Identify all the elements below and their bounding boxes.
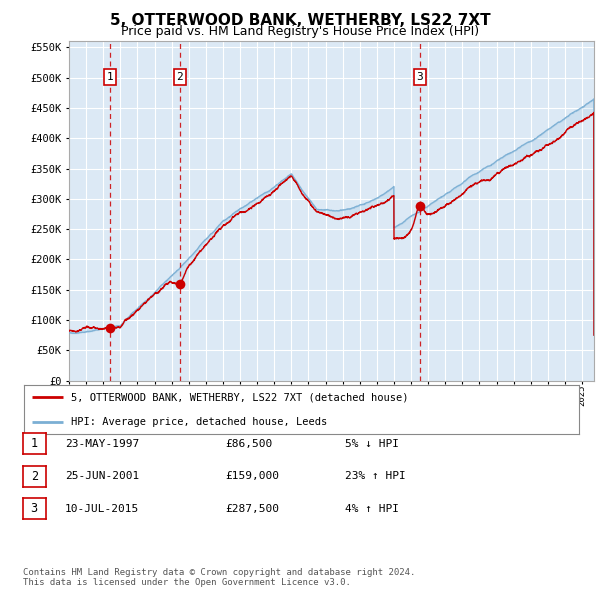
Text: 2: 2	[31, 470, 38, 483]
Text: 23-MAY-1997: 23-MAY-1997	[65, 439, 139, 448]
Text: 5, OTTERWOOD BANK, WETHERBY, LS22 7XT (detached house): 5, OTTERWOOD BANK, WETHERBY, LS22 7XT (d…	[71, 392, 409, 402]
Text: 1: 1	[31, 437, 38, 450]
Text: 25-JUN-2001: 25-JUN-2001	[65, 471, 139, 481]
Text: HPI: Average price, detached house, Leeds: HPI: Average price, detached house, Leed…	[71, 417, 328, 427]
Text: 5% ↓ HPI: 5% ↓ HPI	[345, 439, 399, 448]
Text: 23% ↑ HPI: 23% ↑ HPI	[345, 471, 406, 481]
Text: Price paid vs. HM Land Registry's House Price Index (HPI): Price paid vs. HM Land Registry's House …	[121, 25, 479, 38]
Text: 3: 3	[31, 502, 38, 515]
Text: 10-JUL-2015: 10-JUL-2015	[65, 504, 139, 513]
Text: 5, OTTERWOOD BANK, WETHERBY, LS22 7XT: 5, OTTERWOOD BANK, WETHERBY, LS22 7XT	[110, 13, 490, 28]
Text: 4% ↑ HPI: 4% ↑ HPI	[345, 504, 399, 513]
Text: £86,500: £86,500	[225, 439, 272, 448]
Text: £159,000: £159,000	[225, 471, 279, 481]
Text: £287,500: £287,500	[225, 504, 279, 513]
Text: 1: 1	[106, 72, 113, 82]
Text: 2: 2	[176, 72, 183, 82]
Text: 3: 3	[416, 72, 423, 82]
Text: Contains HM Land Registry data © Crown copyright and database right 2024.
This d: Contains HM Land Registry data © Crown c…	[23, 568, 415, 587]
